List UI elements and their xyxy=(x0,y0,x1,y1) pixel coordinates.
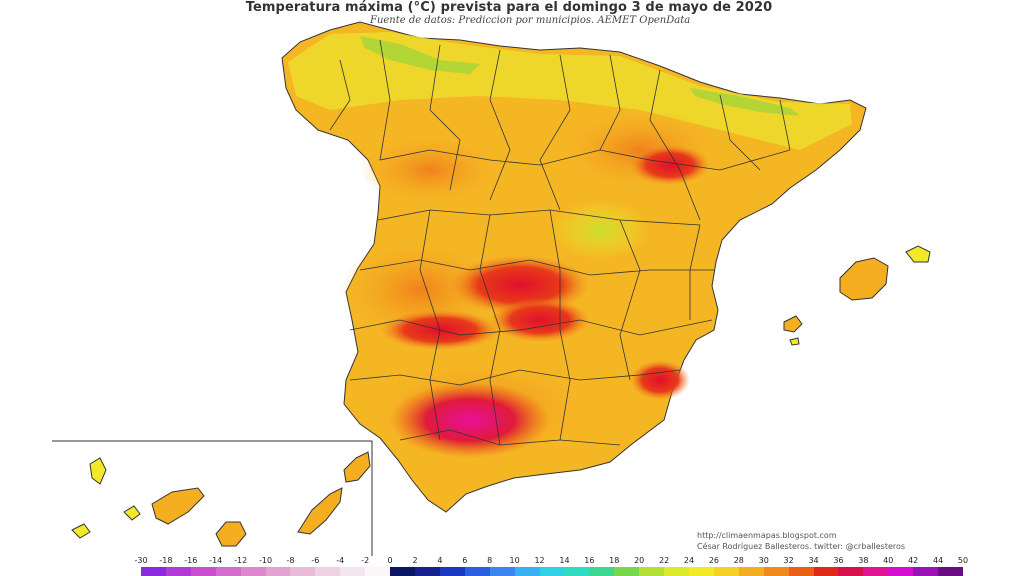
guadalquivir-hot-zone xyxy=(390,382,550,458)
cantabrian-green xyxy=(360,36,480,74)
menorca-island xyxy=(905,245,931,263)
province-borders xyxy=(329,39,791,446)
legend-tick-label: -18 xyxy=(159,556,173,565)
legend-color-swatch xyxy=(589,567,615,576)
legend-color-swatch xyxy=(265,567,291,576)
la-palma-island xyxy=(89,457,107,485)
ibiza-island xyxy=(783,315,803,333)
legend-tick-label: 28 xyxy=(733,556,744,565)
legend-tick-label: -30 xyxy=(134,556,148,565)
peninsula-region xyxy=(281,21,867,513)
legend-tick-label: 12 xyxy=(534,556,545,565)
legend-color-swatch xyxy=(689,567,715,576)
baleares-region xyxy=(783,245,931,346)
lanzarote-island xyxy=(343,451,371,483)
legend-tick-label: 24 xyxy=(683,556,695,565)
legend-color-swatch xyxy=(165,567,192,576)
el-hierro-island xyxy=(71,523,91,539)
legend-tick-label: 10 xyxy=(509,556,520,565)
legend-color-swatch xyxy=(614,567,640,576)
legend-tick-label: 4 xyxy=(437,556,443,565)
legend-tick-label: 36 xyxy=(833,556,844,565)
legend-tick-label: 20 xyxy=(634,556,645,565)
legend-tick-label: -12 xyxy=(234,556,248,565)
ebro-hot-zone xyxy=(630,145,710,185)
legend-tick-label: 38 xyxy=(858,556,869,565)
northwest-warm-zone xyxy=(360,135,500,205)
legend-color-swatch xyxy=(813,567,839,576)
legend-color-swatch xyxy=(913,567,939,576)
map-subtitle: Fuente de datos: Prediccion por municipi… xyxy=(370,15,691,26)
legend-color-swatch xyxy=(489,567,516,576)
la-gomera-island xyxy=(123,505,141,521)
legend-tick-label: 14 xyxy=(559,556,570,565)
legend-tick-label: 0 xyxy=(387,556,393,565)
legend-color-swatch xyxy=(464,567,491,576)
legend-tick-label: 32 xyxy=(783,556,794,565)
canarias-inset xyxy=(52,440,373,556)
temperature-legend-colorbar xyxy=(141,567,964,576)
pyrenees-green xyxy=(690,88,800,116)
legend-tick-label: -4 xyxy=(336,556,345,565)
tenerife-island xyxy=(151,487,205,525)
legend-tick-label: 40 xyxy=(883,556,894,565)
credits-url[interactable]: http://climaenmapas.blogspot.com xyxy=(697,531,837,540)
legend-tick-label: 2 xyxy=(412,556,418,565)
map-title: Temperatura máxima (°C) prevista para el… xyxy=(245,0,773,15)
legend-color-swatch xyxy=(390,567,416,576)
temperature-map xyxy=(52,21,931,556)
legend-color-swatch xyxy=(664,567,690,576)
legend-tick-label: 50 xyxy=(957,556,969,565)
mancha-hot-zone xyxy=(490,298,590,342)
legend-tick-label: -16 xyxy=(184,556,198,565)
legend-tick-label: 34 xyxy=(808,556,819,565)
legend-tick-label: 16 xyxy=(584,556,595,565)
legend-tick-label: -2 xyxy=(361,556,370,565)
legend-tick-label: 42 xyxy=(908,556,919,565)
legend-tick-label: 8 xyxy=(487,556,493,565)
legend-color-swatch xyxy=(439,567,466,576)
legend-color-swatch xyxy=(141,567,167,576)
legend-color-swatch xyxy=(763,567,790,576)
murcia-hot-zone xyxy=(630,360,690,400)
legend-tick-label: -14 xyxy=(209,556,223,565)
legend-color-swatch xyxy=(738,567,765,576)
legend-tick-label: 30 xyxy=(758,556,769,565)
legend-tick-label: 22 xyxy=(658,556,670,565)
fuerteventura-island xyxy=(297,487,343,535)
legend-color-swatch xyxy=(788,567,815,576)
legend-tick-label: 26 xyxy=(708,556,719,565)
gran-canaria-island xyxy=(215,521,247,547)
legend-color-swatch xyxy=(290,567,316,576)
legend-tick-label: 6 xyxy=(462,556,468,565)
legend-tick-label: 18 xyxy=(609,556,620,565)
legend-color-swatch xyxy=(514,567,541,576)
legend-color-swatch xyxy=(938,567,964,576)
legend-tick-label: -6 xyxy=(311,556,320,565)
legend-tick-labels: -30 -18 -16 -14 -12 -10 -8 -6 -4 -2 0 2 4 6 8 10 12 14 16 1… xyxy=(0,556,1024,566)
legend-color-swatch xyxy=(240,567,267,576)
sistema-iberico-cool xyxy=(550,200,650,260)
legend-color-swatch xyxy=(215,567,242,576)
mallorca-island xyxy=(839,257,889,301)
legend-tick-label: -8 xyxy=(286,556,295,565)
legend-tick-label: -10 xyxy=(258,556,273,565)
legend-color-swatch xyxy=(639,567,665,576)
legend-color-swatch xyxy=(340,567,366,576)
credits-author: César Rodríguez Ballesteros. twitter: @c… xyxy=(697,542,906,551)
legend-color-swatch xyxy=(315,567,341,576)
legend-color-swatch xyxy=(190,567,217,576)
inset-frame xyxy=(52,440,373,556)
legend-color-swatch xyxy=(713,567,740,576)
legend-color-swatch xyxy=(564,567,590,576)
legend-color-swatch xyxy=(838,567,864,576)
legend-color-swatch xyxy=(415,567,441,576)
legend-color-swatch xyxy=(365,567,391,576)
legend-color-swatch xyxy=(539,567,565,576)
legend-color-swatch xyxy=(888,567,914,576)
map-credits: http://climaenmapas.blogspot.com César R… xyxy=(697,530,905,552)
legend-tick-label: 44 xyxy=(932,556,944,565)
formentera-island xyxy=(789,337,800,346)
legend-color-swatch xyxy=(863,567,889,576)
